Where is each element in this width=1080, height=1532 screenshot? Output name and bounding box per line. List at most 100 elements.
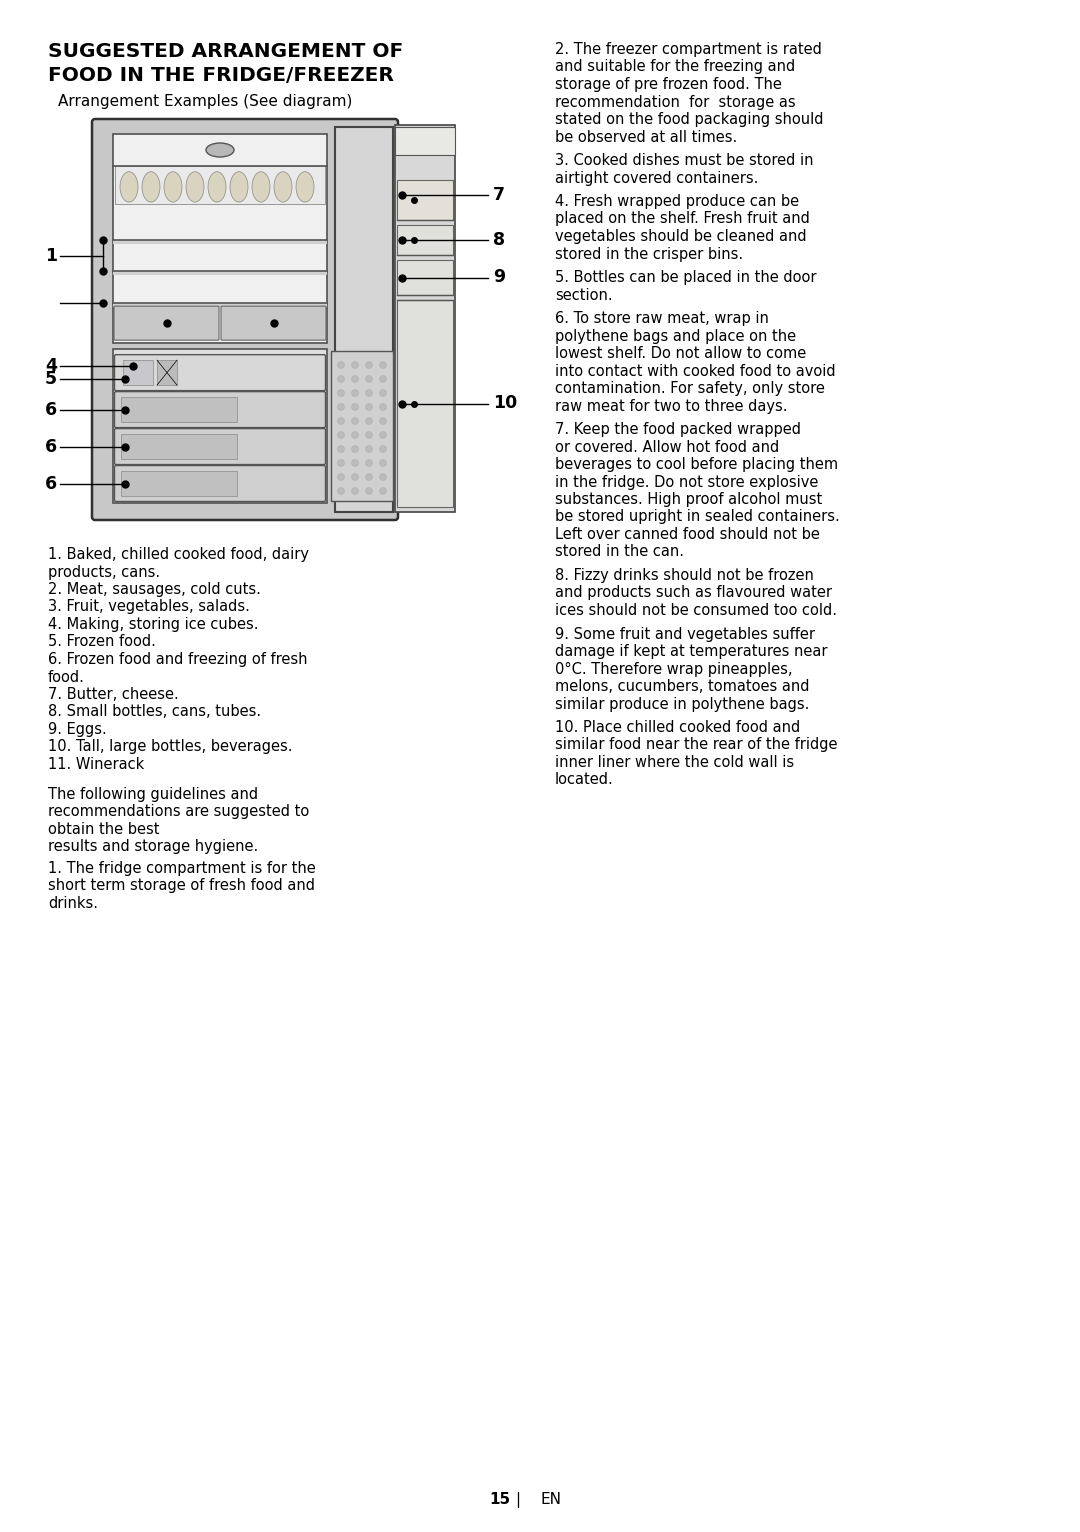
Ellipse shape bbox=[337, 389, 345, 397]
Text: 4: 4 bbox=[45, 357, 57, 375]
Ellipse shape bbox=[337, 473, 345, 481]
Bar bbox=[395, 126, 455, 512]
Text: 2. The freezer compartment is rated: 2. The freezer compartment is rated bbox=[555, 41, 822, 57]
Text: results and storage hygiene.: results and storage hygiene. bbox=[48, 840, 258, 853]
Bar bbox=[121, 434, 238, 460]
Text: food.: food. bbox=[48, 669, 85, 685]
Text: 9: 9 bbox=[492, 268, 505, 286]
Bar bbox=[113, 239, 327, 244]
Ellipse shape bbox=[365, 432, 373, 438]
Text: damage if kept at temperatures near: damage if kept at temperatures near bbox=[555, 643, 827, 659]
Text: 3. Cooked dishes must be stored in: 3. Cooked dishes must be stored in bbox=[555, 153, 813, 169]
Ellipse shape bbox=[164, 172, 183, 202]
Ellipse shape bbox=[379, 446, 387, 452]
Text: 7: 7 bbox=[492, 185, 505, 204]
Text: 5. Bottles can be placed in the door: 5. Bottles can be placed in the door bbox=[555, 270, 816, 285]
Ellipse shape bbox=[365, 487, 373, 495]
Ellipse shape bbox=[337, 460, 345, 467]
Text: placed on the shelf. Fresh fruit and: placed on the shelf. Fresh fruit and bbox=[555, 211, 810, 227]
Ellipse shape bbox=[379, 362, 387, 369]
Text: EN: EN bbox=[540, 1492, 561, 1507]
Bar bbox=[397, 300, 453, 507]
Text: 10. Tall, large bottles, beverages.: 10. Tall, large bottles, beverages. bbox=[48, 740, 293, 754]
Text: Left over canned food should not be: Left over canned food should not be bbox=[555, 527, 820, 542]
Ellipse shape bbox=[351, 389, 359, 397]
Bar bbox=[397, 260, 453, 296]
Text: 6: 6 bbox=[45, 475, 57, 492]
Ellipse shape bbox=[379, 403, 387, 411]
Text: 15: 15 bbox=[489, 1492, 510, 1507]
Ellipse shape bbox=[351, 473, 359, 481]
Text: stored in the crisper bins.: stored in the crisper bins. bbox=[555, 247, 743, 262]
Bar bbox=[397, 179, 453, 221]
Text: 1. The fridge compartment is for the: 1. The fridge compartment is for the bbox=[48, 861, 315, 875]
Text: 3. Fruit, vegetables, salads.: 3. Fruit, vegetables, salads. bbox=[48, 599, 249, 614]
Text: products, cans.: products, cans. bbox=[48, 564, 160, 579]
FancyBboxPatch shape bbox=[114, 392, 325, 427]
Ellipse shape bbox=[365, 375, 373, 383]
Text: 11. Winerack: 11. Winerack bbox=[48, 757, 145, 772]
Text: 5. Frozen food.: 5. Frozen food. bbox=[48, 634, 156, 650]
Text: stored in the can.: stored in the can. bbox=[555, 544, 684, 559]
Ellipse shape bbox=[365, 362, 373, 369]
Ellipse shape bbox=[120, 172, 138, 202]
Ellipse shape bbox=[186, 172, 204, 202]
Text: similar food near the rear of the fridge: similar food near the rear of the fridge bbox=[555, 737, 837, 752]
Ellipse shape bbox=[337, 362, 345, 369]
Text: |: | bbox=[515, 1492, 521, 1507]
Text: similar produce in polythene bags.: similar produce in polythene bags. bbox=[555, 697, 809, 711]
Ellipse shape bbox=[351, 403, 359, 411]
Ellipse shape bbox=[252, 172, 270, 202]
Text: 4. Fresh wrapped produce can be: 4. Fresh wrapped produce can be bbox=[555, 195, 799, 208]
Text: 9. Eggs.: 9. Eggs. bbox=[48, 722, 107, 737]
Ellipse shape bbox=[351, 362, 359, 369]
Text: ices should not be consumed too cold.: ices should not be consumed too cold. bbox=[555, 604, 837, 617]
Bar bbox=[114, 165, 325, 204]
Text: into contact with cooked food to avoid: into contact with cooked food to avoid bbox=[555, 363, 836, 378]
Ellipse shape bbox=[365, 460, 373, 467]
Ellipse shape bbox=[379, 432, 387, 438]
Ellipse shape bbox=[230, 172, 248, 202]
Text: short term storage of fresh food and: short term storage of fresh food and bbox=[48, 878, 315, 893]
Text: 8: 8 bbox=[492, 231, 505, 250]
Text: FOOD IN THE FRIDGE/FREEZER: FOOD IN THE FRIDGE/FREEZER bbox=[48, 66, 394, 84]
Bar bbox=[330, 351, 393, 501]
Text: located.: located. bbox=[555, 772, 613, 787]
Text: contamination. For safety, only store: contamination. For safety, only store bbox=[555, 381, 825, 395]
Text: drinks.: drinks. bbox=[48, 896, 98, 910]
Ellipse shape bbox=[337, 446, 345, 452]
Text: SUGGESTED ARRANGEMENT OF: SUGGESTED ARRANGEMENT OF bbox=[48, 41, 403, 61]
Text: recommendation  for  storage as: recommendation for storage as bbox=[555, 95, 796, 109]
Ellipse shape bbox=[379, 418, 387, 424]
Text: 7. Butter, cheese.: 7. Butter, cheese. bbox=[48, 686, 179, 702]
FancyBboxPatch shape bbox=[114, 466, 325, 501]
Ellipse shape bbox=[365, 403, 373, 411]
Text: lowest shelf. Do not allow to come: lowest shelf. Do not allow to come bbox=[555, 346, 807, 362]
Text: 8. Small bottles, cans, tubes.: 8. Small bottles, cans, tubes. bbox=[48, 705, 261, 720]
FancyBboxPatch shape bbox=[92, 119, 399, 519]
Ellipse shape bbox=[206, 142, 234, 156]
Text: 7. Keep the food packed wrapped: 7. Keep the food packed wrapped bbox=[555, 421, 801, 437]
Text: 9. Some fruit and vegetables suffer: 9. Some fruit and vegetables suffer bbox=[555, 627, 815, 642]
Ellipse shape bbox=[337, 487, 345, 495]
Bar bbox=[397, 225, 453, 254]
Text: raw meat for two to three days.: raw meat for two to three days. bbox=[555, 398, 787, 414]
Ellipse shape bbox=[141, 172, 160, 202]
Text: or covered. Allow hot food and: or covered. Allow hot food and bbox=[555, 440, 780, 455]
Text: obtain the best: obtain the best bbox=[48, 821, 160, 836]
Text: 4. Making, storing ice cubes.: 4. Making, storing ice cubes. bbox=[48, 617, 258, 633]
Ellipse shape bbox=[351, 446, 359, 452]
Bar bbox=[335, 127, 393, 512]
Ellipse shape bbox=[379, 389, 387, 397]
Text: storage of pre frozen food. The: storage of pre frozen food. The bbox=[555, 77, 782, 92]
Text: 1. Baked, chilled cooked food, dairy: 1. Baked, chilled cooked food, dairy bbox=[48, 547, 309, 562]
Text: 6: 6 bbox=[45, 438, 57, 455]
FancyBboxPatch shape bbox=[221, 306, 326, 340]
Text: melons, cucumbers, tomatoes and: melons, cucumbers, tomatoes and bbox=[555, 679, 810, 694]
Bar bbox=[157, 360, 177, 385]
Ellipse shape bbox=[296, 172, 314, 202]
Ellipse shape bbox=[365, 418, 373, 424]
Text: be stored upright in sealed containers.: be stored upright in sealed containers. bbox=[555, 510, 840, 524]
Ellipse shape bbox=[351, 432, 359, 438]
Text: inner liner where the cold wall is: inner liner where the cold wall is bbox=[555, 755, 794, 771]
